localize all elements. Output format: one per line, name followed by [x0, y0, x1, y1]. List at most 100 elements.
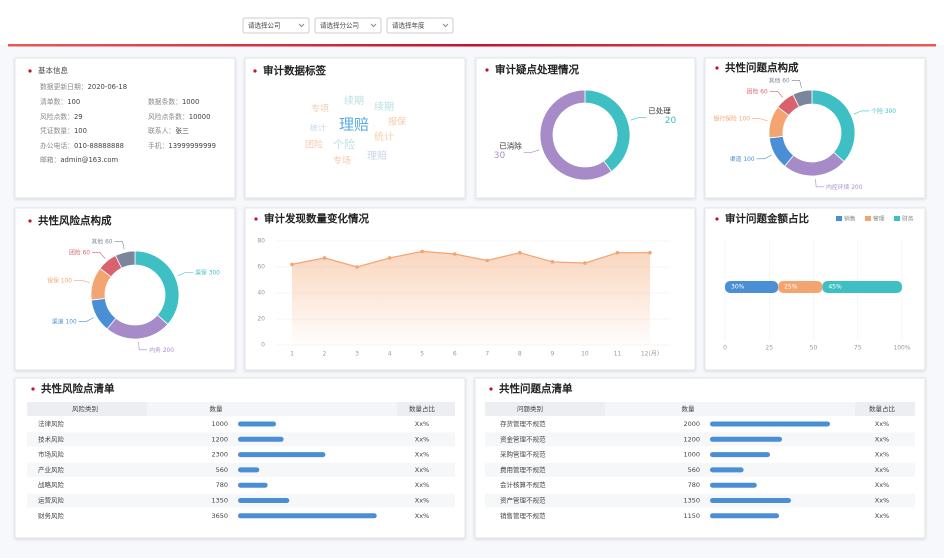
slice-label: 已消除 — [499, 140, 522, 150]
x-tick-label: 12(月) — [641, 351, 659, 358]
table-cell: 产业风险 — [38, 465, 65, 474]
y-tick-label: 20 — [257, 316, 265, 323]
table-cell: Xx% — [875, 466, 889, 474]
table-bar — [710, 482, 757, 488]
table-row-bg — [485, 462, 915, 477]
table-cell: 市场风险 — [38, 450, 65, 459]
select-text[interactable]: 请选择公司 — [248, 21, 281, 30]
title-dot — [715, 66, 719, 70]
table-cell: 3650 — [211, 512, 228, 520]
cloud-word: 专项 — [311, 103, 329, 115]
slice-value: 60 — [760, 89, 768, 95]
filter-select[interactable]: 请选择分公司 — [314, 17, 382, 34]
slice-value: 300 — [885, 108, 896, 114]
table-cell: 存货管理不规范 — [500, 419, 546, 428]
title-dot — [715, 217, 719, 221]
select-text[interactable]: 请选择分公司 — [320, 21, 359, 30]
leader-line — [756, 154, 772, 160]
legend-swatch — [836, 216, 842, 221]
x-tick-label: 8 — [518, 351, 522, 358]
slice-name: 团险 — [747, 87, 759, 95]
slice-name: 渠保 — [195, 268, 207, 276]
table-bar — [238, 452, 326, 458]
select-text[interactable]: 请选择年度 — [392, 21, 425, 30]
line-area — [292, 251, 650, 345]
select-box[interactable] — [242, 17, 310, 34]
line-point — [648, 250, 652, 255]
table-cell: 费用管理不规范 — [500, 465, 546, 474]
leader-line — [630, 117, 647, 121]
select-arrow[interactable] — [442, 23, 449, 28]
table-cell: Xx% — [875, 451, 889, 459]
select-arrow[interactable] — [298, 23, 305, 28]
table-cell: 战略风险 — [38, 480, 65, 489]
leader-line — [791, 80, 802, 89]
panel-title: 审计发现数量变化情况 — [264, 212, 369, 225]
leader-line — [815, 178, 825, 188]
slice-value: 100 — [739, 116, 750, 122]
info-item: 凭证数量：100 — [40, 126, 87, 135]
select-box[interactable] — [314, 17, 382, 34]
line-point — [452, 252, 457, 256]
header-line — [8, 44, 936, 47]
table-cell: 1000 — [211, 420, 228, 428]
info-value: 010-88888888 — [74, 142, 124, 150]
legend-label: 财务 — [902, 215, 914, 223]
slice-value: 60 — [782, 78, 790, 84]
info-item: 数据更新日期：2020-06-18 — [40, 82, 127, 91]
info-value: 29 — [74, 113, 83, 121]
table-cell: Xx% — [875, 420, 889, 428]
leader-line — [523, 149, 540, 153]
slice-label: 团险 60 — [747, 87, 768, 95]
panel-title: 共性风险点构成 — [38, 214, 112, 227]
line-point — [518, 250, 522, 255]
table-header-text: 数量 — [210, 404, 224, 413]
table-cell: 1200 — [211, 435, 228, 443]
info-value: 2020-06-18 — [88, 83, 128, 91]
table-cell: 2000 — [683, 420, 700, 428]
slice-value: 200 — [163, 347, 174, 353]
filter-select[interactable]: 请选择公司 — [242, 17, 310, 34]
slice-name: 其他 — [91, 237, 103, 245]
table-cell: Xx% — [415, 435, 429, 443]
header — [0, 0, 944, 45]
slice-label: 内控环境 200 — [826, 182, 863, 190]
cloud-word: 专场 — [333, 155, 351, 167]
table-cell: 资金管理不规范 — [500, 434, 546, 443]
donut-slice — [539, 89, 613, 181]
line-point — [615, 250, 620, 255]
slice-value: 100 — [66, 319, 77, 325]
title-dot — [28, 219, 32, 223]
panel-title: 基本信息 — [38, 65, 68, 75]
panel-title: 共性风险点清单 — [41, 382, 115, 395]
table-header-cell — [605, 402, 855, 416]
slice-value: 200 — [851, 184, 862, 190]
info-label: 数据条数： — [148, 97, 182, 106]
table-bar — [710, 513, 779, 519]
select-arrow[interactable] — [370, 23, 377, 28]
info-label: 数据更新日期： — [40, 82, 88, 91]
cloud-word: 续期 — [374, 100, 394, 113]
y-tick-label: 80 — [257, 238, 265, 245]
y-tick-label: 0 — [261, 342, 265, 349]
cloud-word: 统计 — [310, 123, 326, 133]
panel-title: 审计问题金额占比 — [725, 212, 809, 225]
line-point — [583, 261, 587, 265]
table-bar — [238, 467, 260, 473]
leader-line — [769, 91, 783, 98]
slice-name: 渠道 — [730, 154, 742, 162]
slice-name: 银行保险 — [714, 114, 737, 122]
x-tick-label: 9 — [550, 351, 554, 358]
select-box[interactable] — [386, 17, 454, 34]
cloud-word: 理赔 — [339, 116, 369, 134]
title-dot — [254, 217, 258, 221]
table-cell: 560 — [688, 466, 700, 474]
bar-segment — [822, 281, 902, 293]
table-bar — [238, 498, 290, 503]
filter-select[interactable]: 请选择年度 — [386, 17, 454, 34]
slice-label: 渠道 100 — [730, 154, 755, 162]
table-bar — [238, 421, 276, 427]
slice-label: 其他 60 — [769, 76, 790, 84]
bar-label: 45% — [828, 284, 842, 291]
slice-value: 30 — [494, 151, 506, 161]
